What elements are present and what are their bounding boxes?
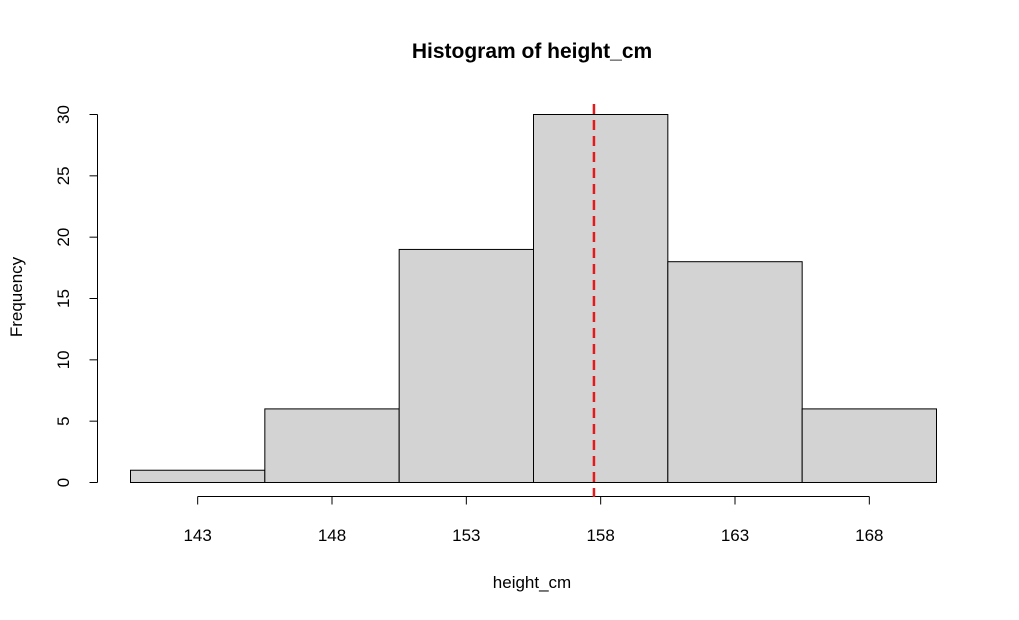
y-tick-label: 10 [54,350,73,369]
x-tick-label: 143 [183,526,211,545]
histogram-bar-6 [801,408,938,483]
y-axis: 0 5 10 15 20 25 30 [54,105,98,487]
y-tick-label: 25 [54,166,73,185]
x-tick-label: 158 [586,526,614,545]
y-tick-label: 30 [54,105,73,124]
y-tick-label: 5 [54,416,73,425]
y-tick-label: 15 [54,289,73,308]
x-tick-label: 163 [721,526,749,545]
y-axis-label: Frequency [7,256,26,337]
chart-title: Histogram of height_cm [412,40,652,63]
histogram-bar-2 [264,408,400,483]
histogram-bar-4 [533,114,669,483]
x-tick-label: 148 [318,526,346,545]
histogram-bar-1 [130,469,266,484]
x-tick-label: 153 [452,526,480,545]
histogram-bar-5 [667,261,803,484]
x-axis: 143 148 153 158 163 168 [183,496,884,545]
x-axis-label: height_cm [493,573,571,592]
bars-group [130,114,938,484]
x-tick-label: 168 [855,526,883,545]
histogram-bar-3 [398,248,534,483]
y-tick-label: 20 [54,228,73,247]
y-tick-label: 0 [54,478,73,487]
